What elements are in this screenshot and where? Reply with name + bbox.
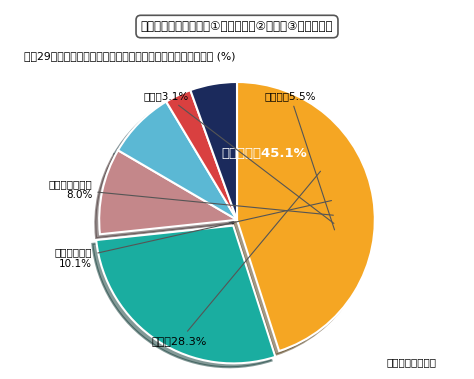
Text: フィリピン、
10.1%: フィリピン、 10.1% xyxy=(55,200,331,269)
Text: 受入人数の多い国は、①ベトナム　②中国　③フィリピン: 受入人数の多い国は、①ベトナム ②中国 ③フィリピン xyxy=(141,20,333,33)
Text: ベトナム、45.1%: ベトナム、45.1% xyxy=(222,147,307,160)
Text: その他、5.5%: その他、5.5% xyxy=(264,91,335,230)
Wedge shape xyxy=(166,90,237,220)
Text: タイ、3.1%: タイ、3.1% xyxy=(144,91,334,223)
Wedge shape xyxy=(191,82,237,220)
Text: 平成29年末　在留資格「技能実習」総在留外国人国籍別構成比 (%): 平成29年末 在留資格「技能実習」総在留外国人国籍別構成比 (%) xyxy=(24,51,235,61)
Wedge shape xyxy=(237,82,375,351)
Text: （法務省データ）: （法務省データ） xyxy=(386,358,436,368)
Wedge shape xyxy=(99,150,237,234)
Wedge shape xyxy=(96,226,275,363)
Text: 中国、28.3%: 中国、28.3% xyxy=(152,171,320,346)
Wedge shape xyxy=(118,102,237,220)
Text: インドネシア、
8.0%: インドネシア、 8.0% xyxy=(48,179,333,215)
